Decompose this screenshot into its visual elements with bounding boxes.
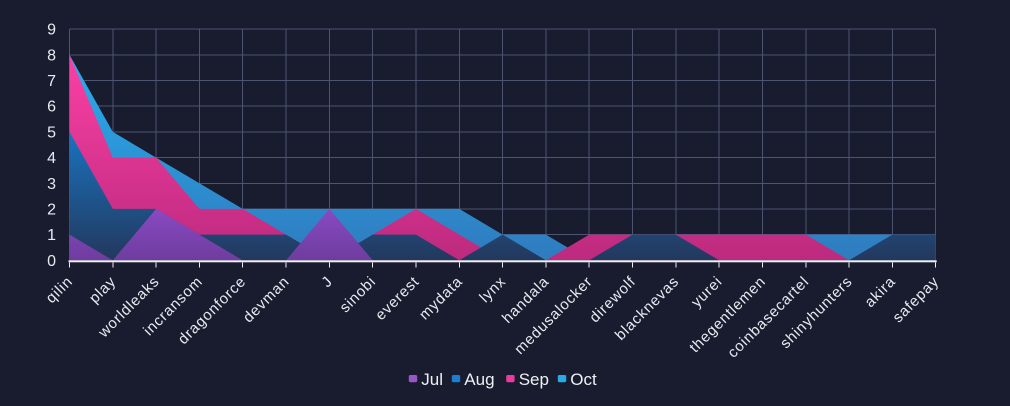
svg-text:devman: devman [240, 273, 293, 326]
svg-text:safepay: safepay [889, 273, 942, 326]
svg-text:8: 8 [47, 47, 56, 64]
svg-text:5: 5 [47, 124, 56, 141]
svg-text:0: 0 [47, 253, 56, 270]
svg-text:1: 1 [47, 227, 56, 244]
svg-text:Oct: Oct [570, 370, 597, 389]
svg-text:thegentlemen: thegentlemen [686, 273, 769, 356]
svg-text:lynx: lynx [476, 273, 509, 306]
svg-text:6: 6 [47, 99, 56, 116]
svg-text:medusalocker: medusalocker [511, 273, 596, 358]
svg-text:Jul: Jul [421, 370, 443, 389]
svg-text:mydata: mydata [416, 273, 466, 323]
svg-text:7: 7 [47, 73, 56, 90]
svg-text:Aug: Aug [464, 370, 494, 389]
svg-text:everest: everest [372, 273, 423, 324]
svg-text:J: J [318, 273, 336, 291]
svg-text:Sep: Sep [519, 370, 549, 389]
svg-text:qilin: qilin [43, 273, 77, 307]
svg-text:4: 4 [47, 150, 56, 167]
svg-text:akira: akira [861, 273, 899, 311]
svg-text:9: 9 [47, 22, 56, 39]
svg-text:yurei: yurei [688, 273, 726, 311]
svg-text:3: 3 [47, 176, 56, 193]
svg-text:2: 2 [47, 201, 56, 218]
svg-text:play: play [86, 273, 120, 307]
